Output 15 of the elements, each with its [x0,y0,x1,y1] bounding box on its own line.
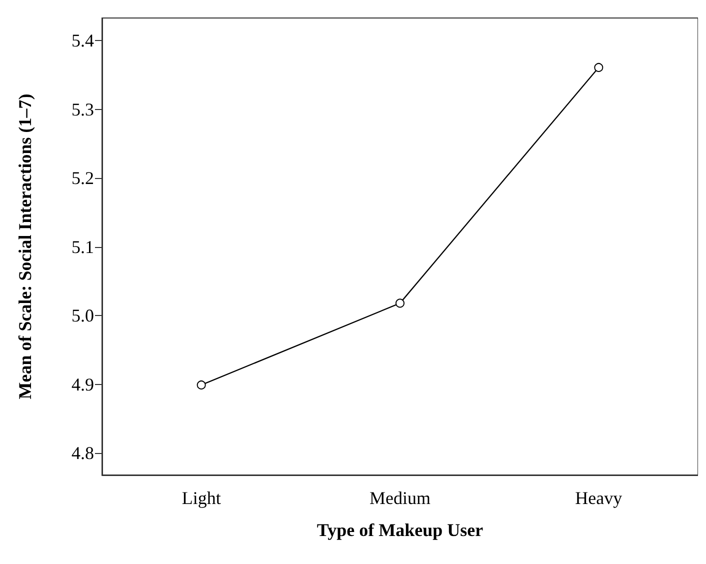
point [196,380,206,390]
y-tick-label: 4.8 [72,443,94,464]
point [594,62,604,72]
y-tick-label: 5.3 [72,99,94,120]
y-tick-label: 5.4 [72,30,94,51]
y-axis-title: Mean of Scale: Social Interactions (1–7) [15,94,35,400]
y-tick-label: 5.0 [72,306,94,326]
y-tick-label: 5.2 [72,168,94,188]
x-tick-label: Medium [370,488,430,508]
y-tick-label: 4.9 [72,374,94,394]
point [396,298,404,308]
x-tick-label: Light [182,488,221,508]
y-tick-label: 5.1 [72,236,94,257]
x-axis-title: Type of Makeup User [316,520,484,540]
x-tick-label: Heavy [575,488,622,508]
